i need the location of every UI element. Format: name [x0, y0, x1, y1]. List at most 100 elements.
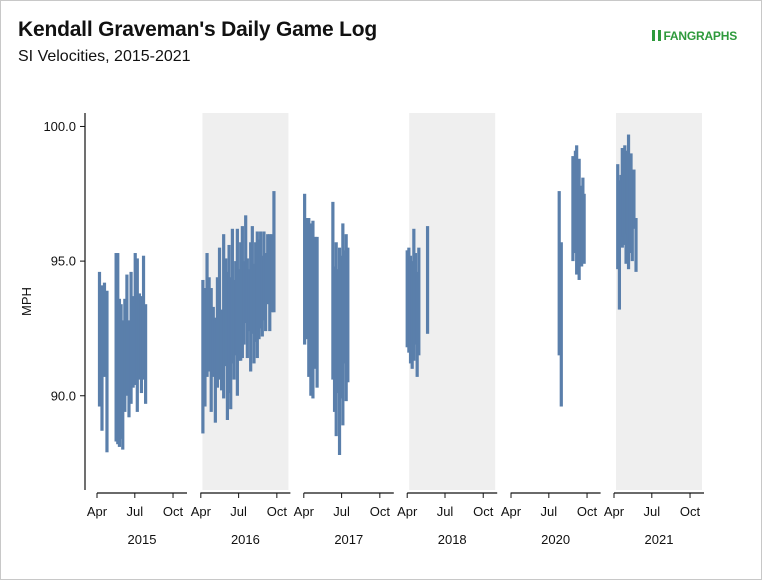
velocity-bar	[259, 231, 263, 329]
y-tick-label: 90.0	[51, 388, 76, 403]
velocity-bar	[127, 320, 131, 418]
fangraphs-wordmark: FANGRAPHS	[663, 29, 737, 43]
velocity-bar	[413, 253, 418, 345]
velocity-bar	[203, 288, 207, 407]
velocity-bar	[245, 258, 249, 359]
velocity-bar	[268, 234, 272, 332]
velocity-bar	[225, 271, 230, 420]
velocity-bar	[305, 218, 309, 340]
velocity-bar	[235, 228, 239, 396]
velocity-bar	[230, 228, 234, 364]
velocity-bar	[131, 296, 135, 388]
velocity-bar	[215, 277, 220, 388]
velocity-bar	[239, 242, 243, 361]
velocity-bar	[229, 277, 233, 410]
velocity-bar	[264, 253, 268, 332]
velocity-bar	[227, 244, 231, 394]
velocity-bar	[341, 223, 345, 426]
year-label: 2016	[231, 532, 260, 547]
chart-subtitle: SI Velocities, 2015-2021	[18, 48, 191, 65]
velocity-bar	[100, 285, 104, 431]
velocity-bar	[260, 255, 264, 337]
year-label: 2021	[645, 532, 674, 547]
x-tick-label: Jul	[643, 504, 660, 519]
velocity-bar	[144, 304, 148, 404]
x-tick-label: Apr	[604, 504, 625, 519]
velocity-bar	[114, 253, 118, 442]
velocity-bar	[634, 218, 638, 272]
velocity-bar	[559, 242, 563, 407]
y-tick-label: 95.0	[51, 254, 76, 269]
panel-background-2018	[409, 113, 496, 490]
velocity-bar	[137, 293, 141, 380]
velocity-bar	[303, 193, 307, 345]
velocity-bar	[252, 263, 256, 364]
velocity-bar	[332, 266, 337, 412]
year-label: 2015	[128, 532, 157, 547]
velocity-bar	[213, 317, 217, 423]
velocity-bar	[309, 223, 313, 396]
velocity-bar	[266, 234, 270, 305]
velocity-bar	[244, 215, 248, 324]
velocity-bar	[133, 253, 137, 385]
chart-title: Kendall Graveman's Daily Game Log	[18, 18, 378, 41]
velocity-bar	[102, 282, 107, 377]
velocity-bar	[407, 247, 411, 353]
velocity-bar	[412, 228, 416, 361]
velocity-bar	[250, 226, 254, 334]
x-tick-label: Jul	[437, 504, 454, 519]
x-tick-label: Jul	[333, 504, 350, 519]
velocity-bar	[557, 191, 561, 356]
velocity-bar	[237, 269, 241, 361]
x-tick-label: Oct	[473, 504, 494, 519]
velocity-bar	[219, 309, 224, 391]
velocity-bar	[205, 253, 209, 377]
velocity-bar	[141, 255, 146, 380]
year-label: 2017	[334, 532, 363, 547]
velocity-bar	[129, 271, 133, 404]
velocity-bar	[135, 258, 139, 412]
velocity-bar	[249, 242, 253, 372]
velocity-bar	[211, 306, 215, 377]
velocity-bar	[217, 247, 222, 380]
velocity-bar	[632, 169, 636, 229]
velocity-bar	[222, 234, 226, 399]
velocity-bar	[336, 269, 340, 394]
velocity-bar	[232, 279, 236, 380]
velocity-bar	[117, 298, 122, 447]
velocity-bar	[257, 239, 261, 340]
velocity-bar	[234, 261, 238, 356]
x-tick-label: Apr	[294, 504, 315, 519]
x-tick-label: Oct	[267, 504, 288, 519]
x-tick-label: Jul	[126, 504, 143, 519]
velocity-bar	[582, 193, 586, 264]
velocity-bar	[307, 218, 311, 377]
velocity-bar	[311, 220, 315, 399]
velocity-bar	[346, 247, 350, 383]
velocity-bar	[119, 304, 123, 439]
velocity-bar	[262, 231, 266, 321]
velocity-bar	[105, 290, 109, 453]
velocity-bar	[630, 188, 634, 262]
velocity-bar	[209, 288, 213, 412]
velocity-bar	[344, 234, 348, 402]
x-tick-label: Oct	[163, 504, 184, 519]
velocity-bar	[405, 250, 409, 348]
velocity-bar	[334, 242, 338, 437]
velocity-bar	[425, 226, 430, 334]
fangraphs-logo: FANGRAPHS	[652, 29, 737, 43]
x-tick-label: Oct	[680, 504, 701, 519]
year-label: 2020	[541, 532, 570, 547]
velocity-bar	[415, 271, 419, 377]
x-tick-label: Oct	[577, 504, 598, 519]
velocity-bar	[254, 242, 258, 342]
velocity-bar	[116, 253, 120, 445]
x-tick-label: Apr	[397, 504, 418, 519]
velocity-bar	[123, 298, 127, 412]
velocity-bar	[410, 261, 414, 369]
fangraphs-mark-icon	[652, 30, 662, 41]
velocity-bar	[97, 271, 102, 407]
velocity-bar	[255, 231, 259, 359]
